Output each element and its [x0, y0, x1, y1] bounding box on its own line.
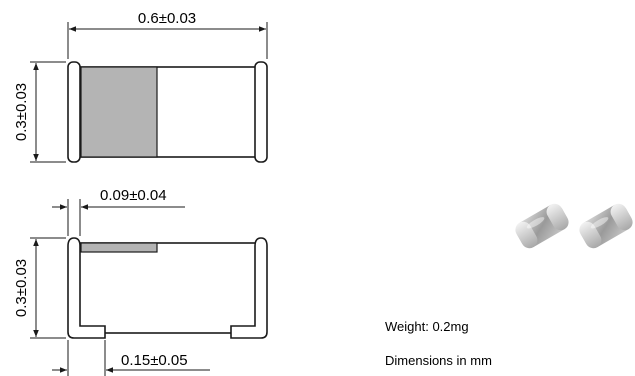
units-note: Dimensions in mm: [385, 353, 492, 368]
top-electrode-label: 0.09±0.04: [100, 187, 167, 204]
right-terminal: [230, 237, 268, 339]
top-electrode-layer: [80, 242, 158, 253]
top-height-dimension: 0.3±0.03: [13, 61, 66, 163]
side-view: 0.09±0.04 0.3±0.03 0.15±0.05: [13, 187, 268, 376]
marking-band: [80, 66, 158, 158]
left-electrode: [67, 61, 81, 163]
top-length-dimension: 0.6±0.03: [67, 10, 268, 59]
bottom-electrode-dimension: 0.15±0.05: [52, 340, 210, 376]
chip-right: [579, 203, 633, 249]
side-height-label: 0.3±0.03: [13, 259, 30, 317]
top-electrode-dimension: 0.09±0.04: [52, 187, 185, 236]
left-terminal: [67, 237, 106, 339]
weight-note: Weight: 0.2mg: [385, 319, 469, 334]
top-length-label: 0.6±0.03: [138, 10, 196, 27]
component-photo: [515, 203, 633, 249]
chip-left: [515, 203, 569, 249]
bottom-electrode-label: 0.15±0.05: [121, 352, 188, 369]
side-view-body: [67, 237, 268, 339]
top-view-body: [67, 61, 268, 163]
top-height-label: 0.3±0.03: [13, 83, 30, 141]
right-electrode: [254, 61, 268, 163]
top-view: 0.6±0.03 0.3±0.03: [13, 10, 268, 163]
side-height-dimension: 0.3±0.03: [13, 237, 66, 339]
